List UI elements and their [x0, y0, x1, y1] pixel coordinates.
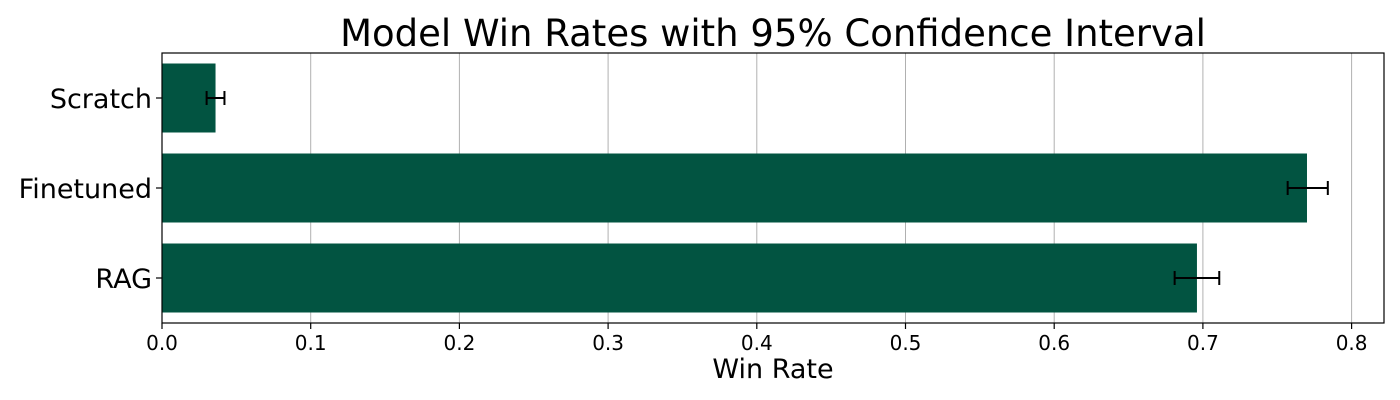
x-tick-label: 0.2 — [443, 331, 475, 355]
y-axis-ticks: Scratch Finetuned RAG — [19, 84, 162, 295]
y-tick-label-rag: RAG — [95, 264, 152, 295]
x-axis-label: Win Rate — [712, 354, 833, 385]
x-axis-ticks: 0.0 0.1 0.2 0.3 0.4 0.5 0.6 0.7 0.8 — [146, 323, 1368, 355]
error-bars — [205, 91, 1329, 285]
chart-title: Model Win Rates with 95% Confidence Inte… — [340, 12, 1206, 55]
x-tick-label: 0.3 — [592, 331, 624, 355]
x-tick-label: 0.4 — [741, 331, 773, 355]
y-tick-label-finetuned: Finetuned — [19, 174, 152, 205]
bar-rag — [162, 243, 1197, 313]
x-tick-label: 0.6 — [1038, 331, 1070, 355]
x-tick-label: 0.1 — [295, 331, 327, 355]
bar-finetuned — [162, 153, 1307, 223]
y-tick-label-scratch: Scratch — [50, 84, 152, 115]
x-tick-label: 0.7 — [1187, 331, 1219, 355]
x-tick-label: 0.0 — [146, 331, 178, 355]
x-tick-label: 0.8 — [1336, 331, 1368, 355]
bars — [162, 63, 1307, 313]
x-tick-label: 0.5 — [890, 331, 922, 355]
